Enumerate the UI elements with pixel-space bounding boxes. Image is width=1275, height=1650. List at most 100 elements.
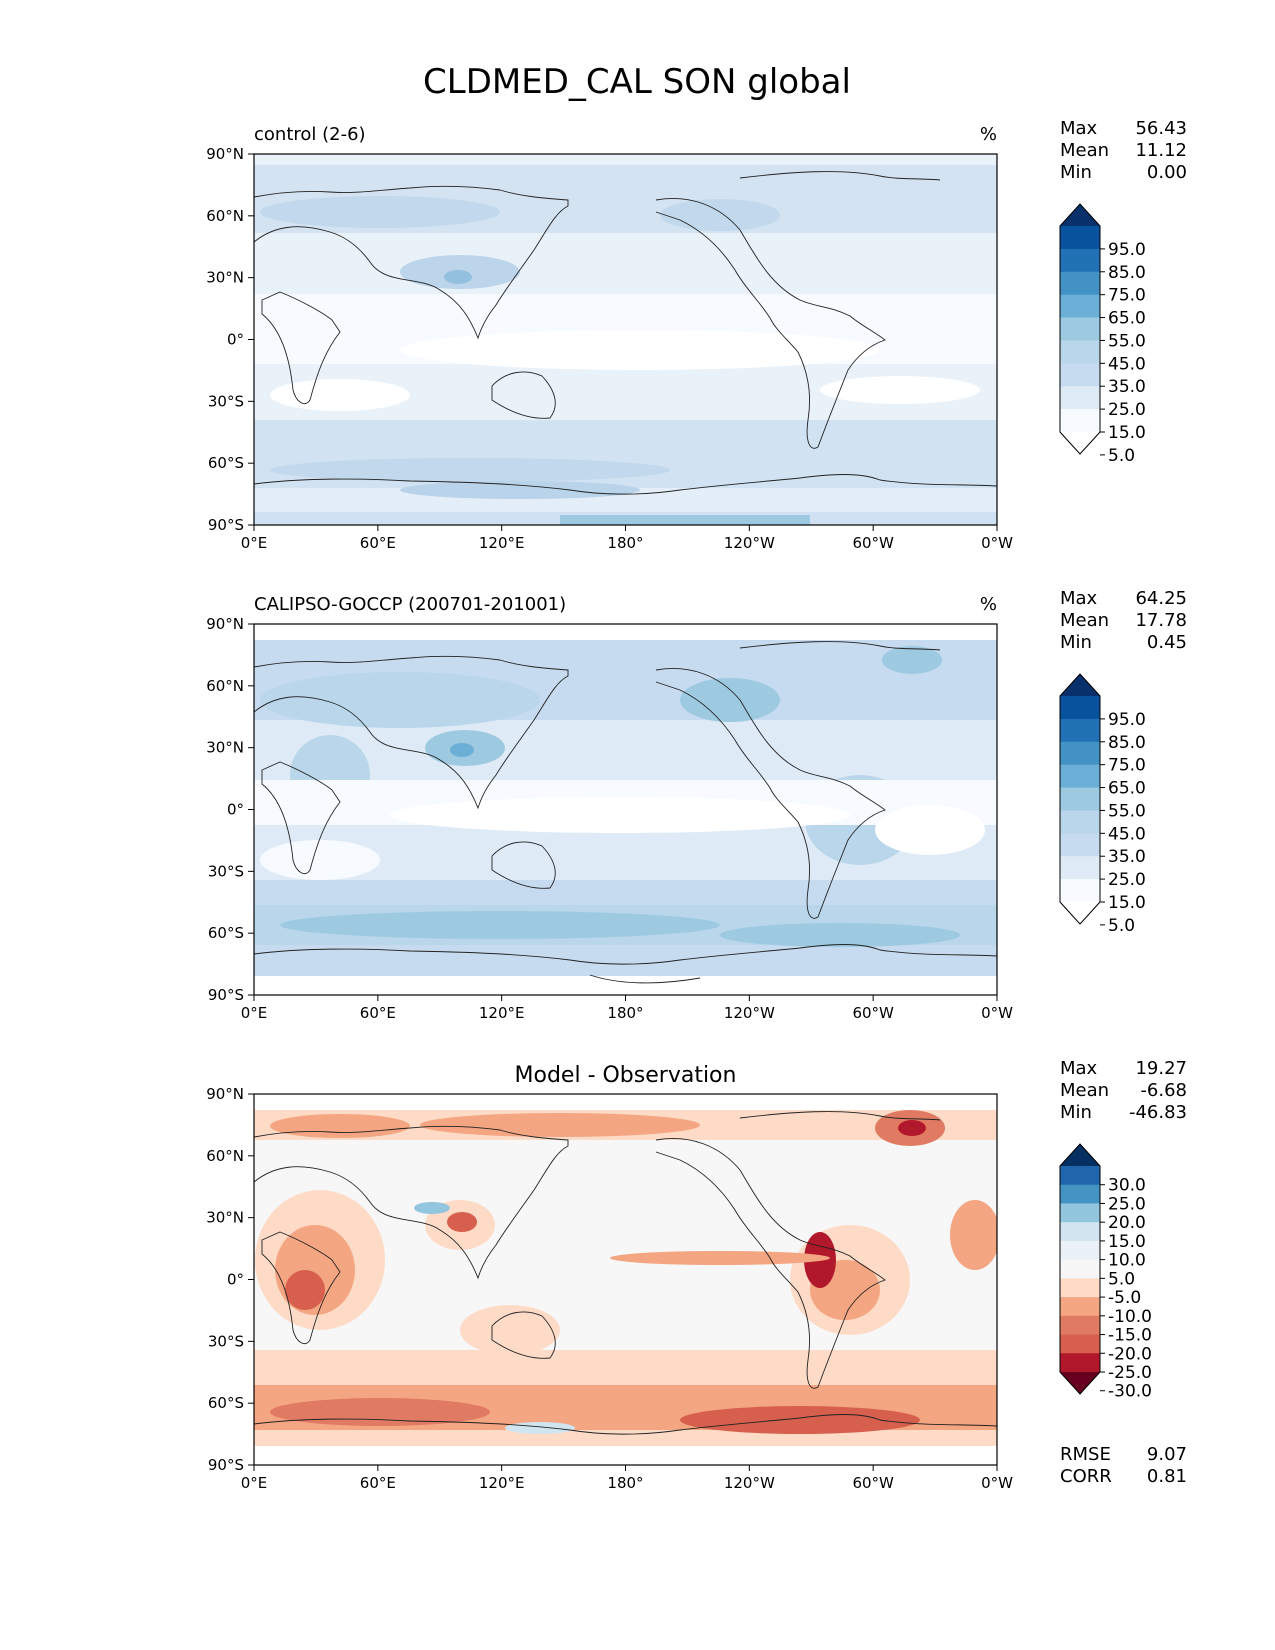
coastlines-calipso xyxy=(254,641,997,984)
metric-value: 0.81 xyxy=(1147,1466,1187,1487)
lon-tick-label: 120°E xyxy=(479,534,525,552)
lat-tick-label: 0° xyxy=(227,1271,244,1289)
lon-tick-label: 0°E xyxy=(241,534,268,552)
lon-tick-label: 60°W xyxy=(852,1004,894,1022)
lon-tick-label: 180° xyxy=(607,1004,643,1022)
lat-tick-label: 60°N xyxy=(206,207,244,225)
colorbar-tick-label: 10.0 xyxy=(1108,1251,1146,1271)
lat-tick-label: 30°N xyxy=(206,739,244,757)
metric-label: RMSE xyxy=(1060,1444,1111,1465)
colorbar-segment xyxy=(1060,696,1100,720)
lat-tick-label: 90°N xyxy=(206,1085,244,1103)
colorbar-segment xyxy=(1060,787,1100,811)
stat-label: Min xyxy=(1060,162,1092,183)
colorbar-tick-label: 75.0 xyxy=(1108,756,1146,776)
lon-tick-label: 120°W xyxy=(724,1474,775,1492)
panel-left-title: control (2-6) xyxy=(254,124,366,145)
metric-label: CORR xyxy=(1060,1466,1112,1487)
colorbar-tick-label: 65.0 xyxy=(1108,309,1146,329)
coastlines-difference xyxy=(254,1111,997,1435)
colorbar-tick-label: -15.0 xyxy=(1108,1326,1152,1346)
lat-tick-label: 90°S xyxy=(208,986,244,1004)
colorbar-extend-top xyxy=(1060,1144,1100,1166)
colorbar-segment xyxy=(1060,226,1100,250)
stat-value: -46.83 xyxy=(1129,1102,1187,1123)
colorbar-tick-label: 55.0 xyxy=(1108,801,1146,821)
lat-tick-label: 30°S xyxy=(208,392,244,410)
panel-control xyxy=(253,153,998,526)
metric-value: 9.07 xyxy=(1147,1444,1187,1465)
stat-value: 0.45 xyxy=(1147,632,1187,653)
lon-tick-label: 60°E xyxy=(360,1474,396,1492)
lon-tick-label: 60°E xyxy=(360,534,396,552)
colorbar-tick-label: 30.0 xyxy=(1108,1176,1146,1196)
colorbar-segment xyxy=(1060,1240,1100,1261)
stat-value: 17.78 xyxy=(1135,610,1187,631)
lon-tick-label: 180° xyxy=(607,534,643,552)
colorbar-tick-label: 35.0 xyxy=(1108,847,1146,867)
colorbar-segment xyxy=(1060,718,1100,743)
colorbar-extend-bottom xyxy=(1060,902,1100,924)
lat-tick-label: 90°S xyxy=(208,516,244,534)
colorbar-tick-label: 25.0 xyxy=(1108,1194,1146,1214)
colorbar-segment xyxy=(1060,879,1100,903)
lat-tick-label: 90°S xyxy=(208,1456,244,1474)
panel-center-title: Model - Observation xyxy=(515,1063,737,1088)
colorbar-tick-label: 15.0 xyxy=(1108,893,1146,913)
colorbar-segment xyxy=(1060,1297,1100,1317)
colorbar-segment xyxy=(1060,294,1100,319)
colorbar-extend-top xyxy=(1060,204,1100,226)
lat-tick-label: 90°N xyxy=(206,615,244,633)
colorbar-segment xyxy=(1060,1203,1100,1223)
colorbar-tick-label: 45.0 xyxy=(1108,824,1146,844)
lat-tick-label: 0° xyxy=(227,801,244,819)
lat-tick-label: 30°S xyxy=(208,862,244,880)
colorbar-segment xyxy=(1060,386,1100,410)
stat-label: Max xyxy=(1060,588,1098,609)
coastlines-control xyxy=(254,171,997,495)
stat-value: 11.12 xyxy=(1135,140,1187,161)
lat-tick-label: 30°N xyxy=(206,1209,244,1227)
lat-tick-label: 90°N xyxy=(206,145,244,163)
colorbar-segment xyxy=(1060,340,1100,364)
colorbar-segment xyxy=(1060,856,1100,880)
colorbar-segment xyxy=(1060,271,1100,296)
lon-tick-label: 0°W xyxy=(981,534,1013,552)
stat-label: Min xyxy=(1060,1102,1092,1123)
lat-tick-label: 30°S xyxy=(208,1332,244,1350)
lon-tick-label: 0°E xyxy=(241,1004,268,1022)
lon-tick-label: 60°E xyxy=(360,1004,396,1022)
annotations: 90°N60°N30°N0°30°S60°S90°S0°E 60°E 120°E 18… xyxy=(206,118,1187,1492)
lat-tick-label: 60°N xyxy=(206,677,244,695)
colorbar-segment xyxy=(1060,1184,1100,1204)
figure-title: CLDMED_CAL SON global xyxy=(423,62,851,102)
lat-tick-label: 60°S xyxy=(208,1394,244,1412)
colorbar-tick-label: 65.0 xyxy=(1108,779,1146,799)
colorbar-extend-bottom xyxy=(1060,432,1100,454)
colorbar-segment xyxy=(1060,810,1100,834)
stat-value: 56.43 xyxy=(1135,118,1187,139)
lon-tick-label: 120°W xyxy=(724,1004,775,1022)
lat-tick-label: 60°N xyxy=(206,1147,244,1165)
colorbar-extend-top xyxy=(1060,674,1100,696)
colorbar-tick-label: 95.0 xyxy=(1108,710,1146,730)
colorbar-tick-label: -25.0 xyxy=(1108,1363,1152,1383)
colorbar-tick-label: 25.0 xyxy=(1108,870,1146,890)
stat-label: Mean xyxy=(1060,610,1109,631)
colorbar-tick-label: -10.0 xyxy=(1108,1307,1152,1327)
colorbar-tick-label: 55.0 xyxy=(1108,331,1146,351)
stat-label: Min xyxy=(1060,632,1092,653)
stat-value: 64.25 xyxy=(1135,588,1187,609)
colorbar-tick-label: 5.0 xyxy=(1108,1269,1135,1289)
colorbar-tick-label: 5.0 xyxy=(1108,916,1135,936)
stat-value: 19.27 xyxy=(1135,1058,1187,1079)
stat-label: Max xyxy=(1060,1058,1098,1079)
panel-calipso xyxy=(253,623,998,996)
colorbar-segment xyxy=(1060,1259,1100,1279)
colorbar-tick-label: 85.0 xyxy=(1108,733,1146,753)
lat-tick-label: 0° xyxy=(227,331,244,349)
lon-tick-label: 120°E xyxy=(479,1004,525,1022)
colorbar-segment xyxy=(1060,1222,1100,1242)
lon-tick-label: 0°E xyxy=(241,1474,268,1492)
